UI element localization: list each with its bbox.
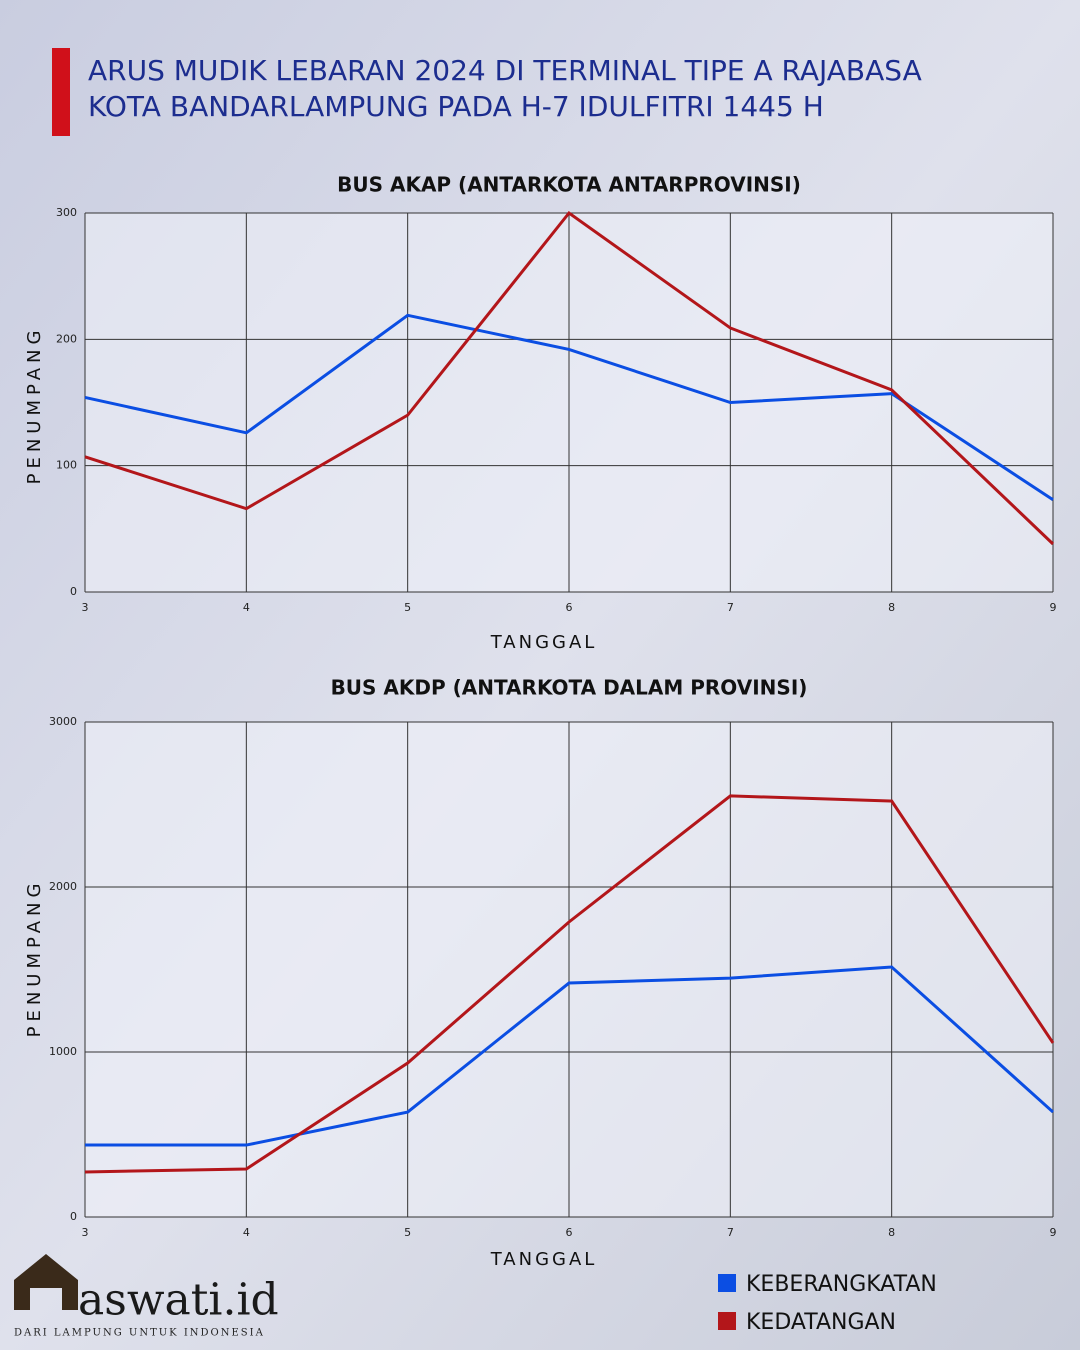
legend-swatch [718,1274,736,1292]
y-tick-label: 300 [56,206,77,219]
legend-label: KEDATANGAN [746,1310,896,1335]
logo: aswati.id DARI LAMPUNG UNTUK INDONESIA [14,1254,279,1339]
title-bar [52,48,70,136]
x-tick-label: 7 [727,1226,734,1239]
title-line: ARUS MUDIK LEBARAN 2024 DI TERMINAL TIPE… [88,54,922,87]
x-tick-label: 6 [566,1226,573,1239]
x-tick-label: 9 [1050,601,1057,614]
y-axis-label: PENUMPANG [24,879,45,1038]
x-tick-label: 3 [82,1226,89,1239]
x-tick-label: 5 [404,601,411,614]
x-axis-label: TANGGAL [490,632,598,653]
series-line [84,210,1055,546]
x-tick-label: 3 [82,601,89,614]
y-tick-label: 2000 [49,880,77,893]
legend-label: KEBERANGKATAN [746,1272,937,1297]
x-tick-label: 8 [888,1226,895,1239]
series-line [84,313,1054,502]
x-tick-label: 8 [888,601,895,614]
x-tick-label: 4 [243,1226,250,1239]
x-tick-label: 9 [1050,1226,1057,1239]
x-tick-label: 6 [566,601,573,614]
y-tick-label: 0 [70,585,77,598]
logo-tagline: DARI LAMPUNG UNTUK INDONESIA [14,1328,265,1339]
title-line: KOTA BANDARLAMPUNG PADA H-7 IDULFITRI 14… [88,90,824,123]
logo-house [14,1254,78,1310]
y-tick-label: 100 [56,459,77,472]
chart-title: BUS AKAP (ANTARKOTA ANTARPROVINSI) [337,173,801,197]
series-line [85,965,1055,1147]
y-tick-label: 3000 [49,715,77,728]
y-tick-label: 1000 [49,1045,77,1058]
x-tick-label: 7 [727,601,734,614]
y-axis-label: PENUMPANG [24,326,45,485]
y-tick-label: 200 [56,332,77,345]
x-tick-label: 4 [243,601,250,614]
x-axis-label: TANGGAL [490,1249,598,1270]
series-line [84,794,1055,1174]
x-tick-label: 5 [404,1226,411,1239]
y-tick-label: 0 [70,1210,77,1223]
legend: KEBERANGKATAN KEDATANGAN [718,1272,937,1335]
chart-title: BUS AKDP (ANTARKOTA DALAM PROVINSI) [331,676,808,700]
logo-name: aswati.id [78,1275,279,1326]
legend-swatch [718,1312,736,1330]
